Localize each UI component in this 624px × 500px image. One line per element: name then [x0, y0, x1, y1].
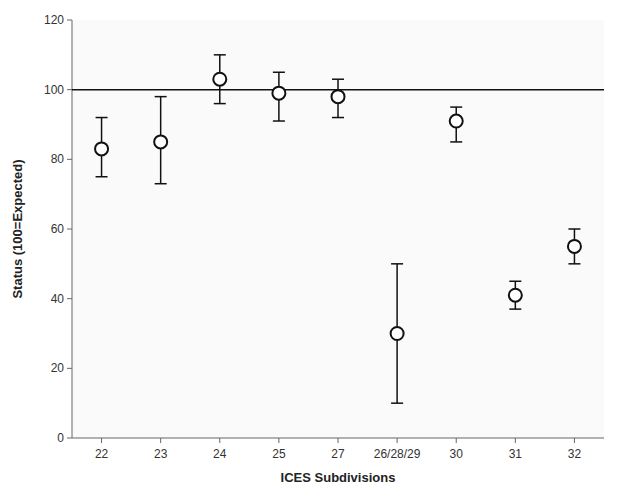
- x-tick-label: 31: [509, 447, 523, 461]
- y-tick-label: 80: [51, 152, 65, 166]
- x-tick-label: 30: [450, 447, 464, 461]
- x-tick: [515, 438, 516, 443]
- x-tick-label: 25: [272, 447, 286, 461]
- error-bar: [96, 118, 108, 177]
- data-point: [95, 142, 108, 155]
- x-tick: [160, 438, 161, 443]
- x-tick: [101, 438, 102, 443]
- y-tick-label: 40: [51, 292, 65, 306]
- data-point: [450, 115, 463, 128]
- y-axis-title: Status (100=Expected): [10, 159, 25, 298]
- x-tick: [278, 438, 279, 443]
- y-tick: [67, 89, 72, 90]
- y-tick: [67, 20, 72, 21]
- data-point: [391, 327, 404, 340]
- x-tick-label: 22: [95, 447, 109, 461]
- y-tick-label: 0: [57, 431, 64, 445]
- error-bar: [273, 72, 285, 121]
- y-tick: [67, 368, 72, 369]
- x-tick-label: 32: [568, 447, 582, 461]
- error-bar: [568, 229, 580, 264]
- y-tick: [67, 298, 72, 299]
- plot-background: [72, 20, 604, 438]
- x-tick: [456, 438, 457, 443]
- data-point: [272, 87, 285, 100]
- x-tick-label: 27: [331, 447, 345, 461]
- error-bar: [391, 264, 403, 403]
- chart: 0 20 40 60 80 100 120 22 23 24 25 27 26/28/29 30 31 32 I…: [0, 0, 624, 500]
- x-axis-title: ICES Subdivisions: [281, 470, 396, 485]
- x-tick: [338, 438, 339, 443]
- error-bar: [214, 55, 226, 104]
- error-bar: [509, 281, 521, 309]
- x-tick-label: 23: [154, 447, 168, 461]
- data-point: [154, 135, 167, 148]
- x-tick-label: 26/28/29: [374, 447, 421, 461]
- data-point: [213, 73, 226, 86]
- chart-container: 0 20 40 60 80 100 120 22 23 24 25 27 26/28/29 30 31 32 I…: [0, 0, 624, 500]
- data-point: [509, 289, 522, 302]
- y-axis-line: [72, 20, 73, 438]
- data-point: [568, 240, 581, 253]
- x-tick: [574, 438, 575, 443]
- data-layer: [72, 55, 604, 403]
- y-tick: [67, 159, 72, 160]
- data-point: [332, 90, 345, 103]
- y-tick: [67, 438, 72, 439]
- y-tick: [67, 229, 72, 230]
- error-bar: [450, 107, 462, 142]
- error-bar: [155, 97, 167, 184]
- y-tick-label: 20: [51, 361, 65, 375]
- x-tick: [397, 438, 398, 443]
- x-tick: [219, 438, 220, 443]
- x-tick-label: 24: [213, 447, 227, 461]
- y-tick-label: 120: [44, 13, 64, 27]
- y-tick-label: 100: [44, 83, 64, 97]
- error-bar: [332, 79, 344, 117]
- y-tick-label: 60: [51, 222, 65, 236]
